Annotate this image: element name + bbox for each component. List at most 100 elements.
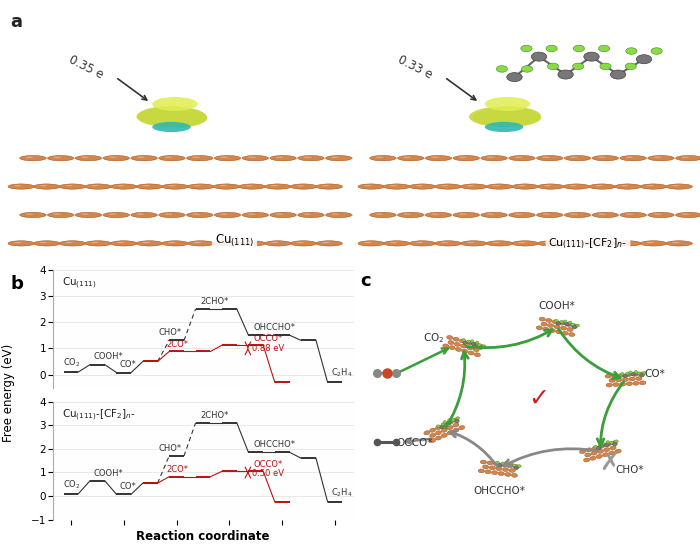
Ellipse shape bbox=[616, 378, 622, 382]
Ellipse shape bbox=[146, 106, 209, 125]
Ellipse shape bbox=[651, 48, 662, 54]
Ellipse shape bbox=[512, 464, 516, 467]
X-axis label: Reaction coordinate: Reaction coordinate bbox=[136, 530, 270, 543]
Ellipse shape bbox=[358, 184, 385, 189]
Ellipse shape bbox=[672, 242, 680, 243]
Ellipse shape bbox=[370, 156, 397, 161]
Ellipse shape bbox=[453, 337, 459, 341]
Ellipse shape bbox=[304, 157, 312, 158]
Text: COOH*: COOH* bbox=[93, 353, 123, 361]
Text: ✗: ✗ bbox=[599, 451, 620, 475]
Ellipse shape bbox=[136, 157, 145, 158]
Ellipse shape bbox=[589, 184, 616, 189]
Ellipse shape bbox=[459, 339, 466, 343]
Ellipse shape bbox=[136, 184, 162, 189]
Ellipse shape bbox=[186, 212, 214, 218]
Ellipse shape bbox=[478, 344, 484, 348]
Ellipse shape bbox=[296, 185, 304, 186]
Ellipse shape bbox=[384, 184, 411, 189]
Ellipse shape bbox=[188, 184, 214, 189]
Ellipse shape bbox=[620, 156, 646, 161]
Ellipse shape bbox=[376, 213, 384, 214]
Ellipse shape bbox=[629, 377, 636, 381]
Ellipse shape bbox=[60, 241, 87, 246]
Ellipse shape bbox=[326, 156, 353, 161]
Ellipse shape bbox=[538, 241, 564, 246]
Text: 2CHO*: 2CHO* bbox=[200, 411, 229, 420]
Ellipse shape bbox=[473, 348, 480, 351]
Ellipse shape bbox=[214, 184, 241, 189]
Ellipse shape bbox=[461, 241, 488, 246]
Ellipse shape bbox=[20, 212, 46, 218]
Ellipse shape bbox=[461, 184, 488, 189]
Ellipse shape bbox=[484, 97, 531, 111]
Text: Cu$_{(111)}$: Cu$_{(111)}$ bbox=[215, 233, 254, 249]
Ellipse shape bbox=[603, 448, 610, 452]
Ellipse shape bbox=[676, 156, 700, 161]
Ellipse shape bbox=[186, 156, 213, 161]
Ellipse shape bbox=[91, 185, 99, 186]
Ellipse shape bbox=[496, 461, 499, 464]
Ellipse shape bbox=[598, 45, 610, 52]
Ellipse shape bbox=[48, 156, 75, 161]
Ellipse shape bbox=[615, 241, 640, 246]
Ellipse shape bbox=[141, 107, 204, 126]
Ellipse shape bbox=[564, 322, 569, 326]
Ellipse shape bbox=[543, 242, 552, 243]
Ellipse shape bbox=[370, 156, 395, 161]
Ellipse shape bbox=[26, 213, 34, 214]
Ellipse shape bbox=[589, 241, 615, 246]
Ellipse shape bbox=[492, 185, 500, 186]
Ellipse shape bbox=[546, 318, 552, 322]
Ellipse shape bbox=[569, 242, 577, 243]
Ellipse shape bbox=[109, 213, 117, 214]
Ellipse shape bbox=[681, 213, 690, 214]
Ellipse shape bbox=[496, 467, 502, 471]
Ellipse shape bbox=[384, 241, 409, 246]
Ellipse shape bbox=[424, 431, 430, 435]
Ellipse shape bbox=[512, 241, 538, 246]
Text: Cu$_{(111)}$-[CF$_2$]$_n$-: Cu$_{(111)}$-[CF$_2$]$_n$- bbox=[548, 236, 628, 251]
Ellipse shape bbox=[298, 212, 325, 218]
Ellipse shape bbox=[26, 157, 34, 158]
Text: 0.88 eV: 0.88 eV bbox=[252, 344, 284, 353]
Ellipse shape bbox=[603, 453, 608, 456]
Ellipse shape bbox=[573, 45, 584, 52]
Ellipse shape bbox=[76, 212, 103, 218]
Ellipse shape bbox=[435, 241, 462, 246]
Ellipse shape bbox=[81, 213, 89, 214]
Ellipse shape bbox=[389, 185, 398, 186]
Ellipse shape bbox=[76, 156, 103, 161]
Ellipse shape bbox=[632, 372, 638, 376]
Text: 2CO*: 2CO* bbox=[166, 340, 188, 349]
Ellipse shape bbox=[492, 242, 500, 243]
Ellipse shape bbox=[486, 184, 512, 189]
Ellipse shape bbox=[589, 241, 616, 246]
Ellipse shape bbox=[384, 241, 411, 246]
Ellipse shape bbox=[34, 184, 60, 189]
Ellipse shape bbox=[265, 241, 292, 246]
Ellipse shape bbox=[136, 241, 162, 246]
Text: ✓: ✓ bbox=[528, 387, 550, 411]
Ellipse shape bbox=[430, 438, 435, 443]
Ellipse shape bbox=[242, 212, 270, 218]
Ellipse shape bbox=[558, 70, 573, 79]
Ellipse shape bbox=[666, 184, 693, 189]
Ellipse shape bbox=[453, 423, 459, 427]
Ellipse shape bbox=[562, 331, 568, 335]
Ellipse shape bbox=[168, 185, 176, 186]
Ellipse shape bbox=[270, 185, 279, 186]
Ellipse shape bbox=[640, 184, 666, 189]
Ellipse shape bbox=[475, 353, 480, 357]
Ellipse shape bbox=[640, 184, 668, 189]
Ellipse shape bbox=[364, 242, 372, 243]
Ellipse shape bbox=[592, 156, 620, 161]
Ellipse shape bbox=[475, 341, 479, 344]
Ellipse shape bbox=[316, 184, 343, 189]
Ellipse shape bbox=[550, 328, 555, 332]
Ellipse shape bbox=[648, 212, 675, 218]
Text: Free energy (eV): Free energy (eV) bbox=[2, 344, 15, 442]
Ellipse shape bbox=[643, 371, 646, 374]
Ellipse shape bbox=[541, 322, 547, 326]
Ellipse shape bbox=[598, 444, 602, 447]
